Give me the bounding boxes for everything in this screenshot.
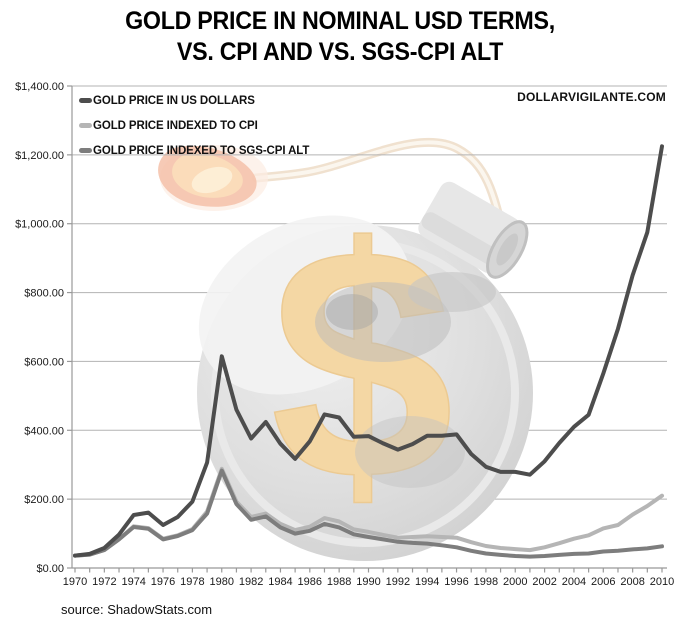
x-tick-label: 2002 [532,576,556,588]
x-tick-label: 2008 [620,576,644,588]
bomb-fuse-and-flame-watermark [158,137,509,243]
x-tick-label: 1998 [474,576,498,588]
y-tick-label: $1,000.00 [15,219,64,231]
x-tick-label: 2000 [503,576,527,588]
chart-legend: GOLD PRICE IN US DOLLARS GOLD PRICE INDE… [79,88,309,163]
x-tick-label: 1992 [386,576,410,588]
x-tick-label: 2004 [562,576,586,588]
fuse-core [254,140,506,240]
x-tick-label: 2006 [591,576,615,588]
y-tick-label: $600.00 [24,356,64,368]
flame-core [191,166,233,194]
x-tick-label: 1982 [239,576,263,588]
legend-swatch [79,148,92,153]
series-line-2 [73,468,664,559]
cap-shadow [408,272,496,312]
chart-title: GOLD PRICE IN NOMINAL USD TERMS, VS. CPI… [24,6,656,68]
x-tick-label: 1988 [327,576,351,588]
watermark-site-text: DOLLARVIGILANTE.COM [517,90,666,104]
chart-title-line1: GOLD PRICE IN NOMINAL USD TERMS, [125,7,555,35]
dollar-sign-watermark: $ [270,179,454,548]
x-tick-label: 1970 [63,576,87,588]
bomb-body-watermark: $ [197,178,533,561]
x-tick-label: 1974 [121,576,145,588]
x-tick-label: 1994 [415,576,439,588]
y-tick-label: $1,400.00 [15,81,64,93]
x-tick-label: 2010 [650,576,674,588]
y-tick-label: $200.00 [24,494,64,506]
legend-item-cpi: GOLD PRICE INDEXED TO CPI [79,113,309,138]
legend-label: GOLD PRICE INDEXED TO CPI [93,119,258,132]
y-tick-label: $0.00 [36,563,64,575]
x-tick-label: 1978 [180,576,204,588]
bomb-shadow-blob-small [326,294,378,330]
legend-label: GOLD PRICE INDEXED TO SGS-CPI ALT [93,144,310,157]
legend-item-sgs: GOLD PRICE INDEXED TO SGS-CPI ALT [79,138,309,163]
legend-label: GOLD PRICE IN US DOLLARS [93,94,255,107]
bomb-cap [418,181,529,279]
legend-swatch [79,123,92,128]
chart-title-line2: VS. CPI AND VS. SGS-CPI ALT [176,38,504,66]
y-tick-label: $800.00 [24,288,64,300]
legend-item-nominal: GOLD PRICE IN US DOLLARS [79,88,309,113]
series-line-0 [73,144,664,558]
x-tick-label: 1996 [444,576,468,588]
source-attribution: source: ShadowStats.com [61,602,213,617]
x-tick-label: 1980 [210,576,234,588]
x-tick-label: 1986 [298,576,322,588]
x-tick-label: 1972 [92,576,116,588]
x-tick-label: 1984 [268,576,292,588]
x-tick-label: 1990 [356,576,380,588]
legend-swatch [79,98,92,103]
y-tick-label: $1,200.00 [15,150,64,162]
bomb-shadow-blob-lower [355,416,465,488]
y-tick-label: $400.00 [24,425,64,437]
x-tick-label: 1976 [151,576,175,588]
